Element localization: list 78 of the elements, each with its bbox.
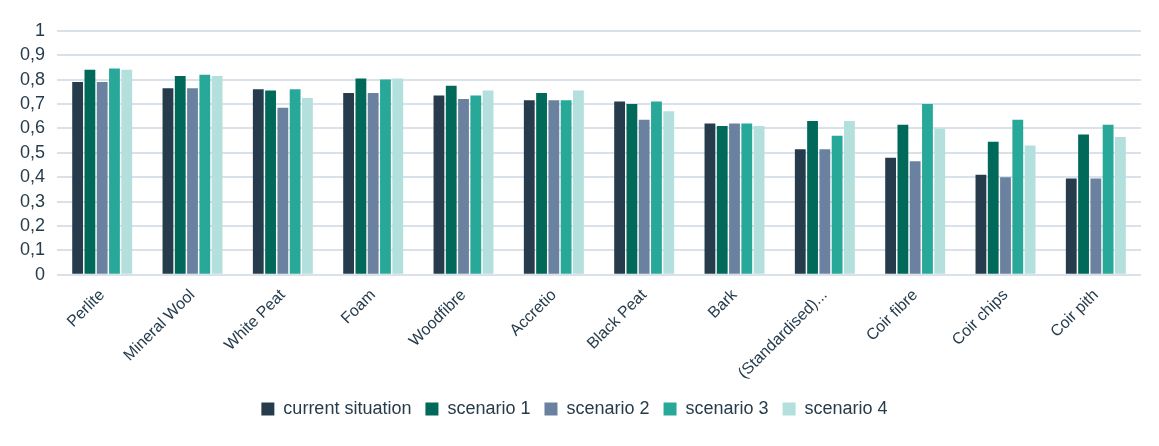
legend-label: scenario 4 [804,397,888,418]
y-tick-label: 0 [35,263,46,284]
bar [458,99,469,274]
bar [109,68,120,274]
bar [211,75,223,274]
bar [638,119,650,274]
bar [897,124,909,274]
bar [819,149,831,274]
y-tick-label: 0,8 [19,68,46,89]
x-tick-label: Coir pith [1046,285,1102,340]
bar [885,157,897,274]
bar [975,174,987,274]
bar [573,90,584,274]
bar [265,90,276,274]
bar [1090,178,1102,274]
bar [651,101,662,274]
y-tick-label: 0,3 [19,190,46,211]
bar [72,82,84,274]
legend-label: current situation [283,397,412,418]
bar [536,93,547,274]
bar [831,135,843,274]
bar [844,121,855,274]
bar [741,123,753,274]
bar [753,125,765,274]
y-tick-label: 0,2 [19,214,46,235]
y-tick-label: 0,9 [19,44,46,65]
bar [716,125,728,274]
bar [162,88,174,274]
legend-label: scenario 1 [447,397,531,418]
bar [343,93,355,274]
bar [121,69,133,274]
y-tick-label: 0,6 [19,117,46,138]
bar [523,100,535,274]
bar [355,78,367,274]
bar [922,104,933,274]
x-tick-label: Coir fibre [862,285,921,344]
bar [367,93,379,274]
bar [199,74,211,274]
bar [1024,145,1036,274]
y-tick-label: 0,7 [19,92,46,113]
bar [987,141,999,274]
bar [1065,178,1077,274]
bar [729,123,740,274]
y-tick-label: 1 [35,19,46,40]
bar [1078,134,1089,274]
bar [302,97,313,274]
bar [704,123,716,274]
bar [445,85,457,274]
bar [807,121,818,274]
bar [909,161,921,274]
bar [84,69,96,274]
bar [252,89,264,274]
bar [1000,177,1011,274]
legend-label: scenario 3 [685,397,769,418]
bar [470,95,482,274]
y-tick-label: 0,5 [19,141,46,162]
bar [289,89,301,274]
bar [392,78,404,274]
bar [187,88,198,274]
bar [380,79,391,274]
y-tick-label: 0,1 [19,239,46,260]
y-tick-label: 0,4 [19,166,46,187]
bar [277,107,289,274]
bar [96,82,108,274]
bar [433,95,445,274]
bar [614,101,626,274]
bar [548,100,560,274]
bar [1012,119,1024,274]
bar [794,149,806,274]
legend-label: scenario 2 [566,397,650,418]
bar [174,75,186,274]
bar [560,100,572,274]
bar [1102,124,1114,274]
bar [626,104,638,274]
bar [663,111,675,274]
bar [1115,136,1126,274]
bar [934,128,946,274]
bar [482,90,494,274]
